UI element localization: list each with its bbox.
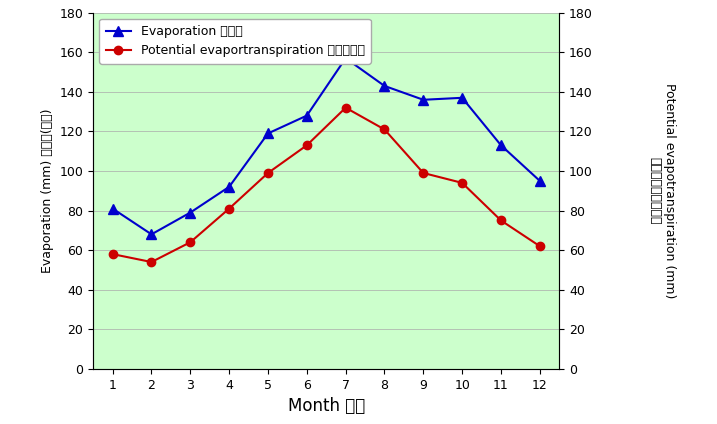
Potential evaportranspiration 可能蒸散量 (497, 218, 505, 223)
Evaporation 蒸發量 (341, 56, 350, 61)
Evaporation 蒸發量 (147, 232, 156, 237)
Potential evaportranspiration 可能蒸散量 (380, 127, 389, 132)
Potential evaportranspiration 可能蒸散量 (303, 143, 311, 148)
Line: Evaporation 蒸發量: Evaporation 蒸發量 (108, 53, 545, 239)
Potential evaportranspiration 可能蒸散量 (458, 180, 467, 185)
Y-axis label: Potential evapotranspiration (mm)
可能蒸發量（毫米）: Potential evapotranspiration (mm) 可能蒸發量（… (648, 83, 676, 298)
Evaporation 蒸發量 (108, 206, 117, 211)
Potential evaportranspiration 可能蒸散量 (108, 251, 117, 257)
Y-axis label: Evaporation (mm) 蒸發量(毫米): Evaporation (mm) 蒸發量(毫米) (41, 109, 54, 273)
Evaporation 蒸發量 (419, 97, 427, 102)
Evaporation 蒸發量 (497, 143, 505, 148)
Evaporation 蒸發量 (380, 84, 389, 89)
Potential evaportranspiration 可能蒸散量 (225, 206, 234, 211)
Potential evaportranspiration 可能蒸散量 (419, 170, 427, 176)
Potential evaportranspiration 可能蒸散量 (536, 244, 544, 249)
Evaporation 蒸發量 (225, 184, 234, 190)
Evaporation 蒸發量 (264, 131, 272, 136)
Evaporation 蒸發量 (458, 95, 467, 100)
Evaporation 蒸發量 (303, 113, 311, 118)
Potential evaportranspiration 可能蒸散量 (147, 259, 156, 265)
Potential evaportranspiration 可能蒸散量 (186, 240, 194, 245)
Line: Potential evaportranspiration 可能蒸散量: Potential evaportranspiration 可能蒸散量 (108, 103, 544, 266)
Legend: Evaporation 蒸發量, Potential evaportranspiration 可能蒸散量: Evaporation 蒸發量, Potential evaportranspi… (100, 19, 371, 64)
X-axis label: Month 月份: Month 月份 (288, 397, 365, 415)
Evaporation 蒸發量 (536, 179, 544, 184)
Evaporation 蒸發量 (186, 210, 194, 215)
Potential evaportranspiration 可能蒸散量 (341, 105, 350, 110)
Potential evaportranspiration 可能蒸散量 (264, 170, 272, 176)
